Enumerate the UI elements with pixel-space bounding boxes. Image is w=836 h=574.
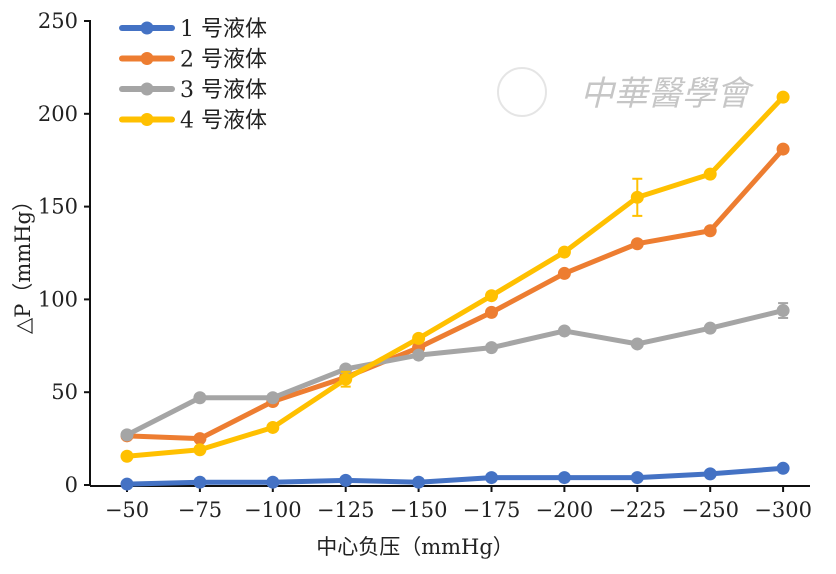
data-point — [120, 477, 134, 491]
data-point — [412, 475, 426, 489]
series-line — [126, 95, 785, 459]
data-point — [266, 391, 280, 405]
data-point — [266, 475, 280, 489]
x-tick-label: −125 — [317, 498, 375, 522]
data-point — [412, 331, 426, 345]
series-line — [126, 147, 785, 442]
x-axis-label: 中心负压（mmHg） — [316, 535, 514, 559]
data-point — [630, 337, 644, 351]
x-tick-label: −250 — [681, 498, 739, 522]
data-point — [703, 321, 717, 335]
data-point — [193, 443, 207, 457]
legend-marker — [140, 82, 154, 96]
data-point — [557, 266, 571, 280]
data-point — [485, 305, 498, 319]
data-point — [776, 90, 790, 104]
data-point — [412, 348, 426, 362]
data-point — [557, 324, 571, 338]
data-point — [703, 224, 717, 238]
data-point — [485, 471, 498, 485]
x-tick-label: −75 — [178, 498, 222, 522]
data-point — [120, 428, 134, 442]
legend-marker — [140, 52, 154, 65]
legend-label: 4 号液体 — [180, 109, 267, 134]
x-tick-label: −150 — [390, 498, 448, 522]
legend-label: 1 号液体 — [180, 17, 267, 42]
y-tick-label: 50 — [51, 380, 78, 404]
watermark-text: 中華醫學會 — [580, 74, 755, 114]
y-tick-label: 100 — [38, 287, 78, 311]
x-tick-label: −200 — [536, 498, 594, 522]
data-point — [776, 461, 790, 475]
data-point — [776, 304, 790, 318]
data-point — [557, 471, 571, 485]
x-tick-label: −100 — [244, 498, 302, 522]
data-point — [557, 245, 571, 259]
data-point — [193, 432, 207, 446]
data-point — [266, 420, 280, 434]
data-point — [339, 473, 353, 487]
data-point — [120, 449, 134, 463]
x-tick-label: −225 — [608, 498, 666, 522]
watermark-seal-icon — [497, 67, 547, 117]
data-point — [630, 190, 644, 204]
data-point — [339, 372, 353, 386]
legend-marker — [140, 113, 154, 126]
data-point — [630, 237, 644, 251]
data-point — [193, 391, 207, 405]
data-point — [703, 467, 717, 481]
y-tick-label: 150 — [38, 195, 78, 219]
series-3 — [120, 302, 790, 442]
y-tick-label: 250 — [38, 9, 78, 33]
watermark: 中華醫學會 — [497, 67, 755, 117]
legend-label: 2 号液体 — [180, 48, 267, 73]
legend-marker — [140, 21, 154, 35]
data-point — [776, 142, 790, 156]
x-tick-label: −300 — [754, 498, 812, 522]
data-point — [703, 167, 717, 181]
series-line — [126, 465, 784, 487]
y-axis-label: △P（mmHg） — [11, 190, 35, 334]
data-point — [485, 341, 498, 355]
x-tick-label: −175 — [463, 498, 521, 522]
series-4 — [120, 90, 790, 463]
series-1 — [120, 461, 790, 491]
y-tick-label: 0 — [65, 473, 78, 497]
data-point — [630, 471, 644, 485]
y-tick-label: 200 — [38, 102, 78, 126]
data-point — [485, 289, 498, 303]
legend-label: 3 号液体 — [180, 78, 267, 103]
data-point — [193, 475, 207, 489]
series-line — [125, 308, 784, 438]
x-tick-label: −50 — [105, 498, 149, 522]
